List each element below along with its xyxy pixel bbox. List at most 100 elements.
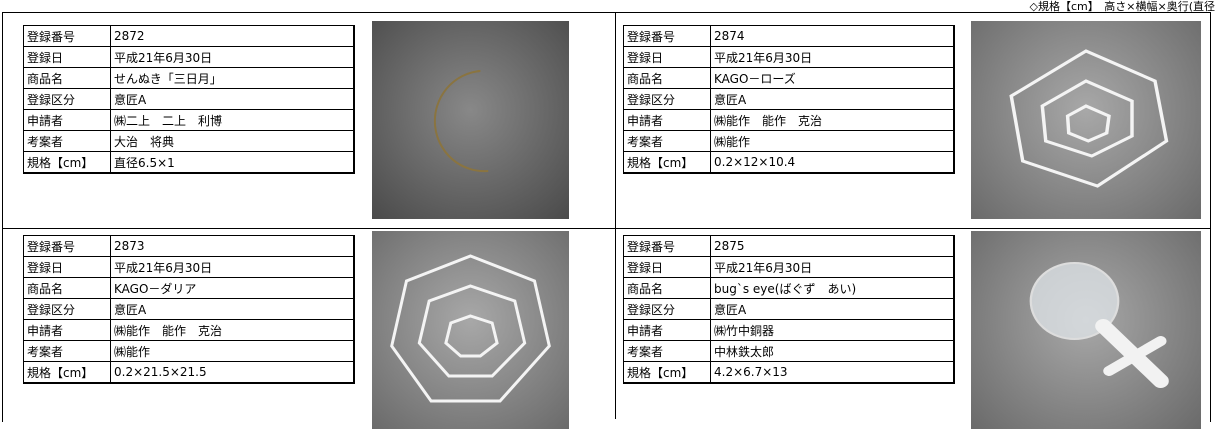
info-row: 考案者 中林鉄太郎 (623, 340, 955, 362)
info-row: 考案者 ㈱能作 (623, 130, 955, 152)
field-label: 考案者 (23, 130, 111, 152)
field-label: 規格【cm】 (623, 151, 711, 174)
field-label: 登録区分 (23, 298, 111, 320)
field-label: 商品名 (23, 67, 111, 89)
info-row: 登録区分 意匠A (623, 298, 955, 320)
field-value: 2875 (710, 235, 955, 257)
info-row: 登録区分 意匠A (23, 298, 355, 320)
field-value: ㈱竹中銅器 (710, 319, 955, 341)
field-label: 登録番号 (23, 235, 111, 257)
info-row: 登録日 平成21年6月30日 (623, 46, 955, 68)
field-label: 申請者 (23, 109, 111, 131)
info-row: 規格【cm】 0.2×21.5×21.5 (23, 361, 355, 384)
field-value: 平成21年6月30日 (110, 256, 355, 278)
field-label: 申請者 (23, 319, 111, 341)
product-illustration (433, 70, 489, 173)
info-row: 登録番号 2874 (623, 25, 955, 47)
info-table: 登録番号 2875 登録日 平成21年6月30日 商品名 bug`s eye(ばぐず あい… (623, 235, 955, 384)
registration-card: 登録番号 2875 登録日 平成21年6月30日 商品名 bug`s eye(ばぐず あい… (603, 223, 1203, 429)
product-illustration (1009, 49, 1169, 188)
info-row: 登録区分 意匠A (623, 88, 955, 110)
field-label: 登録番号 (23, 25, 111, 47)
field-value: 大治 将典 (110, 130, 355, 152)
registration-card: 登録番号 2874 登録日 平成21年6月30日 商品名 KAGO－ローズ 登録区分 意匠A 申… (603, 13, 1203, 219)
info-row: 登録番号 2875 (623, 235, 955, 257)
info-table: 登録番号 2872 登録日 平成21年6月30日 商品名 せんぬき「三日月」 登録区分 意匠A… (23, 25, 355, 174)
field-value: 0.2×12×10.4 (710, 151, 955, 174)
divider (615, 12, 616, 419)
product-photo (372, 231, 569, 429)
field-label: 登録区分 (23, 88, 111, 110)
field-value: 意匠A (110, 88, 355, 110)
field-value: 意匠A (710, 88, 955, 110)
info-row: 登録日 平成21年6月30日 (23, 46, 355, 68)
info-row: 考案者 ㈱能作 (23, 340, 355, 362)
product-illustration (1029, 262, 1169, 388)
info-row: 登録日 平成21年6月30日 (23, 256, 355, 278)
spec-note: ◇規格【cm】 高さ×横幅×奥行(直径 (1029, 0, 1215, 13)
product-illustration (390, 254, 551, 403)
field-value: 2873 (110, 235, 355, 257)
field-label: 登録番号 (623, 25, 711, 47)
info-row: 規格【cm】 0.2×12×10.4 (623, 151, 955, 174)
info-row: 申請者 ㈱能作 能作 克治 (23, 319, 355, 341)
field-value: 0.2×21.5×21.5 (110, 361, 355, 384)
info-row: 商品名 せんぬき「三日月」 (23, 67, 355, 89)
registration-card: 登録番号 2873 登録日 平成21年6月30日 商品名 KAGO－ダリア 登録区分 意匠A 申… (3, 223, 603, 429)
info-row: 申請者 ㈱二上 二上 利博 (23, 109, 355, 131)
field-value: 直径6.5×1 (110, 151, 355, 174)
field-value: 2872 (110, 25, 355, 47)
field-value: 2874 (710, 25, 955, 47)
field-label: 登録区分 (623, 298, 711, 320)
field-label: 考案者 (623, 340, 711, 362)
field-label: 考案者 (23, 340, 111, 362)
info-row: 考案者 大治 将典 (23, 130, 355, 152)
field-label: 規格【cm】 (23, 361, 111, 384)
field-value: ㈱能作 能作 克治 (710, 109, 955, 131)
field-label: 考案者 (623, 130, 711, 152)
field-value: ㈱能作 (110, 340, 355, 362)
field-value: 中林鉄太郎 (710, 340, 955, 362)
info-row: 登録区分 意匠A (23, 88, 355, 110)
field-value: 平成21年6月30日 (110, 46, 355, 68)
info-row: 商品名 KAGO－ローズ (623, 67, 955, 89)
info-row: 登録番号 2873 (23, 235, 355, 257)
grid-frame (2, 12, 1211, 422)
product-photo (372, 21, 569, 219)
info-table: 登録番号 2873 登録日 平成21年6月30日 商品名 KAGO－ダリア 登録区分 意匠A 申… (23, 235, 355, 384)
info-row: 申請者 ㈱能作 能作 克治 (623, 109, 955, 131)
product-photo (971, 231, 1201, 429)
info-row: 規格【cm】 4.2×6.7×13 (623, 361, 955, 384)
field-label: 申請者 (623, 319, 711, 341)
info-row: 商品名 bug`s eye(ばぐず あい) (623, 277, 955, 299)
field-value: KAGO－ローズ (710, 67, 955, 89)
info-row: 商品名 KAGO－ダリア (23, 277, 355, 299)
field-value: 平成21年6月30日 (710, 256, 955, 278)
field-value: KAGO－ダリア (110, 277, 355, 299)
info-row: 規格【cm】 直径6.5×1 (23, 151, 355, 174)
registration-card: 登録番号 2872 登録日 平成21年6月30日 商品名 せんぬき「三日月」 登録区分 意匠A… (3, 13, 603, 219)
info-row: 登録日 平成21年6月30日 (623, 256, 955, 278)
field-label: 申請者 (623, 109, 711, 131)
field-value: 4.2×6.7×13 (710, 361, 955, 384)
info-row: 申請者 ㈱竹中銅器 (623, 319, 955, 341)
field-value: 意匠A (110, 298, 355, 320)
info-row: 登録番号 2872 (23, 25, 355, 47)
field-label: 登録日 (623, 46, 711, 68)
field-label: 規格【cm】 (623, 361, 711, 384)
field-value: 平成21年6月30日 (710, 46, 955, 68)
field-label: 登録日 (23, 256, 111, 278)
field-label: 商品名 (23, 277, 111, 299)
product-photo (971, 21, 1201, 219)
field-label: 登録区分 (623, 88, 711, 110)
field-label: 登録日 (623, 256, 711, 278)
divider (2, 228, 1211, 229)
field-value: ㈱二上 二上 利博 (110, 109, 355, 131)
field-label: 規格【cm】 (23, 151, 111, 174)
field-label: 登録番号 (623, 235, 711, 257)
field-value: bug`s eye(ばぐず あい) (710, 277, 955, 299)
field-label: 商品名 (623, 67, 711, 89)
field-value: ㈱能作 (710, 130, 955, 152)
field-label: 商品名 (623, 277, 711, 299)
